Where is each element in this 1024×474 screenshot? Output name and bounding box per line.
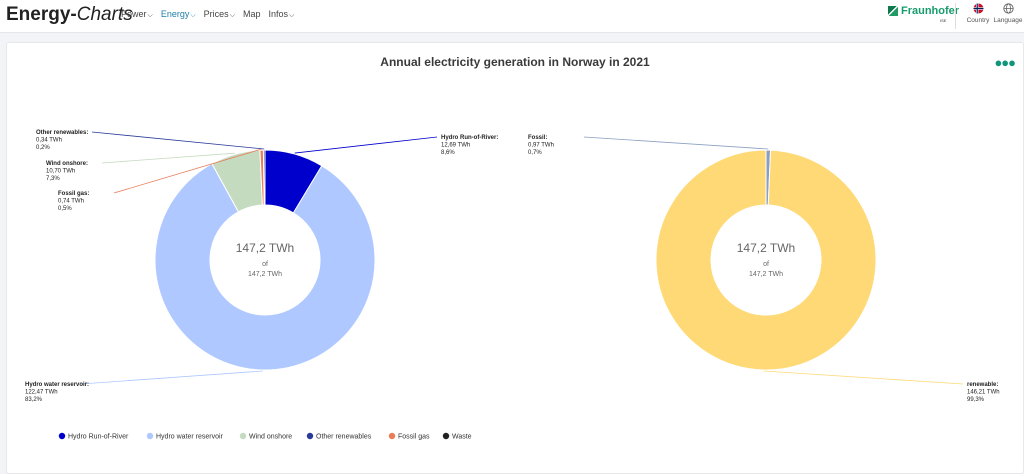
legend-item-wind-onshore[interactable]: Wind onshore <box>249 434 292 441</box>
data-label-other-renewables-name: Other renewables: <box>36 130 88 136</box>
globe-icon <box>1002 3 1014 14</box>
data-label-fossil-gas-name: Fossil gas: <box>58 191 89 197</box>
label-connector-other-renewables <box>91 131 265 150</box>
donut-center-of: of <box>763 261 769 268</box>
label-connector-hydro-run-of-river <box>294 136 438 154</box>
nav-power-label: Power <box>121 9 147 19</box>
donut-center-sub: 147,2 TWh <box>248 271 282 278</box>
legend-marker-other-renewables[interactable] <box>306 432 314 440</box>
energy-charts-logo[interactable]: Energy-Charts <box>6 4 133 26</box>
legend-item-fossil-gas[interactable]: Fossil gas <box>398 434 430 441</box>
donut-center-sub: 147,2 TWh <box>749 271 783 278</box>
donut-center-of: of <box>262 261 268 268</box>
fraunhofer-mark-icon <box>888 6 898 16</box>
label-connector-fossil-gas <box>113 148 262 194</box>
top-navigation-bar: Energy-Charts Power⌵ Energy⌵ Prices⌵ Map… <box>0 0 1024 33</box>
legend-item-waste[interactable]: Waste <box>452 434 472 441</box>
donut-slice-hydro-water-reservoir[interactable] <box>154 162 376 371</box>
legend-marker-wind-onshore[interactable] <box>239 432 247 440</box>
nav-prices[interactable]: Prices⌵ <box>204 9 235 20</box>
nav-infos[interactable]: Infos⌵ <box>269 9 295 20</box>
norway-flag-icon <box>973 3 983 14</box>
main-nav: Power⌵ Energy⌵ Prices⌵ Map Infos⌵ <box>121 9 294 20</box>
data-label-hydro-water-reservoir-percent: 83,2% <box>25 397 43 403</box>
chevron-down-icon: ⌵ <box>289 12 295 19</box>
data-label-hydro-run-of-river-value: 12,69 TWh <box>441 143 470 149</box>
data-label-hydro-run-of-river-name: Hydro Run-of-River: <box>441 135 498 141</box>
data-label-fossil-gas-value: 0,74 TWh <box>58 199 84 205</box>
nav-infos-label: Infos <box>268 9 289 19</box>
legend-marker-hydro-run-of-river[interactable] <box>58 432 66 440</box>
nav-prices-label: Prices <box>203 9 229 19</box>
legend-marker-waste[interactable] <box>442 432 450 440</box>
nav-energy-label: Energy <box>160 9 190 19</box>
logo-italic-text: Charts <box>76 4 133 25</box>
fraunhofer-sub-text: ISE <box>940 18 947 23</box>
data-label-wind-onshore-value: 10,70 TWh <box>46 169 75 175</box>
data-label-other-renewables-percent: 0,2% <box>36 145 50 151</box>
data-label-fossil-name: Fossil: <box>528 135 547 141</box>
language-selector[interactable]: Language <box>991 3 1024 24</box>
more-dots-icon[interactable]: ●●● <box>994 55 1016 70</box>
legend-item-hydro-run-of-river[interactable]: Hydro Run-of-River <box>68 434 129 441</box>
fraunhofer-logo[interactable]: Fraunhofer ISE <box>888 5 960 23</box>
logo-bold-text: Energy- <box>6 4 77 25</box>
chart-title: Annual electricity generation in Norway … <box>380 55 650 69</box>
label-connector-renewable <box>763 370 964 385</box>
nav-map-label: Map <box>243 9 261 19</box>
data-label-other-renewables-value: 0,34 TWh <box>36 138 62 144</box>
data-label-hydro-water-reservoir-value: 122,47 TWh <box>25 390 58 396</box>
country-label: Country <box>966 17 990 24</box>
label-connector-wind-onshore <box>101 152 235 164</box>
header-divider <box>955 3 956 29</box>
data-label-renewable-name: renewable: <box>967 382 998 388</box>
data-label-wind-onshore-percent: 7,3% <box>46 176 60 182</box>
chevron-down-icon: ⌵ <box>147 12 153 19</box>
data-label-renewable-value: 146,21 TWh <box>967 390 1000 396</box>
chevron-down-icon: ⌵ <box>190 12 196 19</box>
donut-slice-renewable[interactable] <box>655 149 877 371</box>
nav-energy[interactable]: Energy⌵ <box>161 9 196 20</box>
donut-slice-other-renewables[interactable] <box>262 149 266 206</box>
label-connector-hydro-water-reservoir <box>80 370 263 385</box>
fraunhofer-brand-text: Fraunhofer <box>901 5 960 17</box>
legend-item-other-renewables[interactable]: Other renewables <box>316 434 372 441</box>
chevron-down-icon: ⌵ <box>229 12 235 19</box>
donut-center-total: 147,2 TWh <box>236 241 294 255</box>
language-label: Language <box>993 17 1023 24</box>
data-label-hydro-run-of-river-percent: 8,6% <box>441 150 455 156</box>
legend-item-hydro-water-reservoir[interactable]: Hydro water reservoir <box>156 434 224 441</box>
data-label-fossil-percent: 0,7% <box>528 150 542 156</box>
data-label-fossil-gas-percent: 0,5% <box>58 206 72 212</box>
data-label-hydro-water-reservoir-name: Hydro water reservoir: <box>25 382 89 388</box>
data-label-renewable-percent: 99,3% <box>967 397 985 403</box>
legend-marker-fossil-gas[interactable] <box>388 432 396 440</box>
label-connector-fossil <box>583 136 769 150</box>
data-label-fossil-value: 0,97 TWh <box>528 143 554 149</box>
donut-center-total: 147,2 TWh <box>737 241 795 255</box>
country-selector[interactable]: Country <box>961 3 995 24</box>
data-label-wind-onshore-name: Wind onshore: <box>46 161 88 167</box>
nav-power[interactable]: Power⌵ <box>121 9 153 20</box>
nav-map[interactable]: Map <box>243 9 261 20</box>
legend-marker-hydro-water-reservoir[interactable] <box>146 432 154 440</box>
